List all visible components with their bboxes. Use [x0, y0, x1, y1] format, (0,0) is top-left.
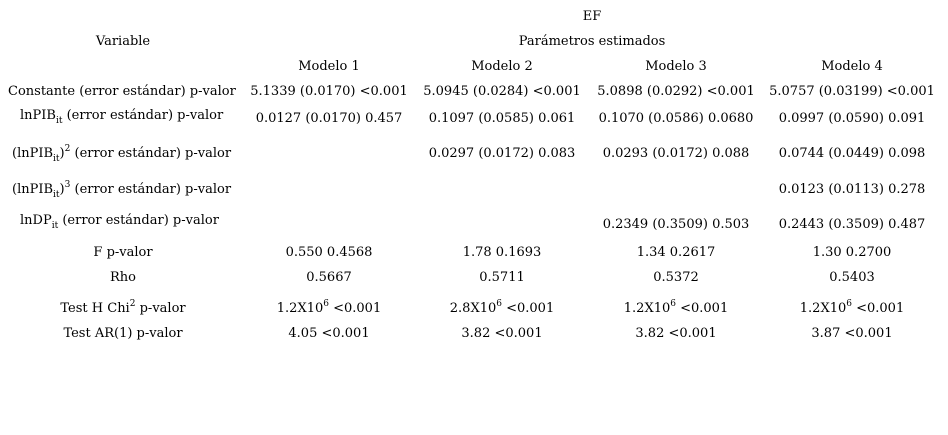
row-label-testh: Test H Chi2 p-valor: [60, 299, 186, 317]
cell-rho-m2: 0.5711: [479, 270, 525, 285]
cell-lnpib2-m2: 0.0297 (0.0172) 0.083: [428, 146, 576, 161]
cell-f-m2: 1.78 0.1693: [462, 245, 542, 260]
cell-lnpib2-m3: 0.0293 (0.0172) 0.088: [602, 146, 750, 161]
cell-rho-m4: 0.5403: [829, 270, 875, 285]
cell-lnpib-m3: 0.1070 (0.0586) 0.0680: [598, 111, 754, 126]
model-1-header: Modelo 1: [298, 59, 360, 74]
cell-testar-m3: 3.82 <0.001: [635, 326, 717, 341]
variable-column-header: Variable: [95, 34, 151, 49]
cell-rho-m3: 0.5372: [653, 270, 699, 285]
cell-constante-m2: 5.0945 (0.0284) <0.001: [423, 84, 581, 99]
cell-lnpib-m1: 0.0127 (0.0170) 0.457: [255, 111, 403, 126]
cell-constante-m3: 5.0898 (0.0292) <0.001: [597, 84, 755, 99]
cell-f-m3: 1.34 0.2617: [636, 245, 716, 260]
model-3-header: Modelo 3: [645, 59, 707, 74]
cell-testar-m4: 3.87 <0.001: [811, 326, 893, 341]
cell-lnpib-m4: 0.0997 (0.0590) 0.091: [778, 111, 926, 126]
dependent-variable-header: EF: [582, 9, 602, 24]
row-label-rho: Rho: [110, 270, 136, 285]
row-label-lnpib3: (lnPIBit)3 (error estándar) p-valor: [12, 180, 232, 200]
cell-f-m4: 1.30 0.2700: [812, 245, 892, 260]
cell-rho-m1: 0.5667: [306, 270, 352, 285]
cell-testh-m3: 1.2X106 <0.001: [623, 299, 729, 317]
cell-lnpib3-m4: 0.0123 (0.0113) 0.278: [778, 182, 926, 197]
cell-lndp-m3: 0.2349 (0.3509) 0.503: [602, 217, 750, 232]
model-2-header: Modelo 2: [471, 59, 533, 74]
cell-testar-m2: 3.82 <0.001: [461, 326, 543, 341]
cell-f-m1: 0.550 0.4568: [285, 245, 373, 260]
cell-testh-m1: 1.2X106 <0.001: [276, 299, 382, 317]
cell-lndp-m4: 0.2443 (0.3509) 0.487: [778, 217, 926, 232]
cell-lnpib-m2: 0.1097 (0.0585) 0.061: [428, 111, 576, 126]
row-label-constante: Constante (error estándar) p-valor: [8, 84, 236, 99]
model-4-header: Modelo 4: [821, 59, 883, 74]
row-label-lnpib2: (lnPIBit)2 (error estándar) p-valor: [12, 144, 232, 164]
cell-testh-m4: 1.2X106 <0.001: [799, 299, 905, 317]
row-label-lnpib: lnPIBit (error estándar) p-valor: [20, 108, 224, 126]
cell-testh-m2: 2.8X106 <0.001: [449, 299, 555, 317]
params-header: Parámetros estimados: [518, 34, 666, 49]
cell-constante-m4: 5.0757 (0.03199) <0.001: [769, 84, 935, 99]
row-label-f: F p-valor: [93, 245, 153, 260]
cell-constante-m1: 5.1339 (0.0170) <0.001: [250, 84, 408, 99]
cell-lnpib2-m4: 0.0744 (0.0449) 0.098: [778, 146, 926, 161]
row-label-lndp: lnDPit (error estándar) p-valor: [20, 213, 219, 231]
cell-testar-m1: 4.05 <0.001: [288, 326, 370, 341]
row-label-testar: Test AR(1) p-valor: [63, 326, 183, 341]
